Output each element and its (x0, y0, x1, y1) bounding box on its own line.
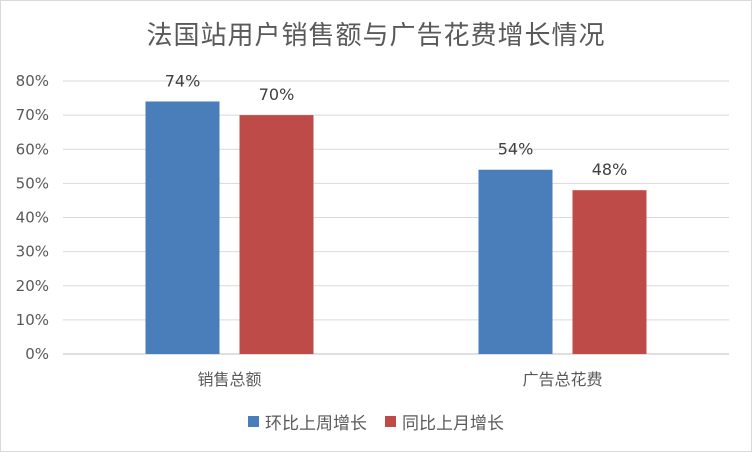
bar (572, 190, 647, 354)
legend-item-series-2: 同比上月增长 (385, 409, 504, 434)
y-tick-label: 60% (16, 140, 49, 158)
x-tick-label: 广告总花费 (522, 370, 602, 389)
y-tick-label: 20% (16, 277, 49, 295)
chart-legend: 环比上周增长 同比上月增长 (1, 409, 751, 434)
y-tick-label: 10% (16, 311, 49, 329)
data-label: 74% (165, 71, 201, 90)
y-tick-label: 0% (25, 345, 49, 363)
y-tick-label: 30% (16, 243, 49, 261)
y-tick-label: 40% (16, 209, 49, 227)
x-tick-label: 销售总额 (197, 370, 261, 389)
chart-title: 法国站用户销售额与广告花费增长情况 (146, 21, 606, 51)
data-label: 70% (259, 85, 295, 104)
legend-item-series-1: 环比上周增长 (248, 409, 367, 434)
legend-label-series-1: 环比上周增长 (265, 414, 367, 434)
legend-label-series-2: 同比上月增长 (402, 414, 504, 434)
data-label: 54% (498, 140, 534, 159)
y-tick-label: 70% (16, 106, 49, 124)
bar (239, 115, 314, 354)
bar (145, 101, 220, 354)
y-tick-label: 50% (16, 174, 49, 192)
data-label: 48% (592, 160, 628, 179)
legend-swatch-series-1 (248, 416, 259, 427)
legend-swatch-series-2 (385, 416, 396, 427)
bar (478, 169, 553, 354)
y-tick-label: 80% (16, 72, 49, 90)
